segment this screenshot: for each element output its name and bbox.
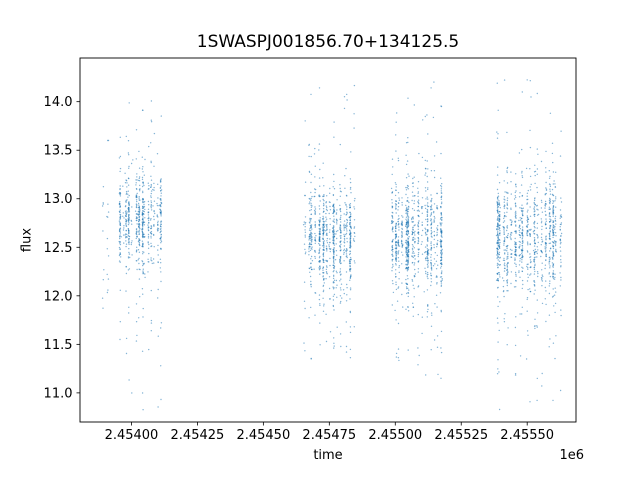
x-axis-offset-label: 1e6 [559,448,584,463]
x-tick-label: 2.45450 [236,428,290,443]
y-tick-label: 13.0 [44,192,73,207]
x-tick-label: 2.45425 [171,428,225,443]
y-tick-label: 14.0 [44,95,73,110]
x-tick-label: 2.45500 [368,428,422,443]
axes-frame [79,57,577,423]
plot-title: 1SWASPJ001856.70+134125.5 [196,32,460,52]
y-tick-label: 12.0 [44,289,73,304]
x-tick-label: 2.45400 [105,428,159,443]
x-tick-label: 2.45550 [500,428,554,443]
y-tick-label: 13.5 [44,144,73,159]
axis-ticks [76,101,528,426]
x-tick-label: 2.45475 [302,428,356,443]
x-tick-label: 2.45525 [434,428,488,443]
y-tick-label: 12.5 [44,241,73,256]
y-axis-label: flux [19,227,35,253]
scatter-points [101,79,563,411]
x-axis-label: time [313,448,343,463]
y-tick-label: 11.5 [44,338,73,353]
y-tick-label: 11.0 [44,386,73,401]
